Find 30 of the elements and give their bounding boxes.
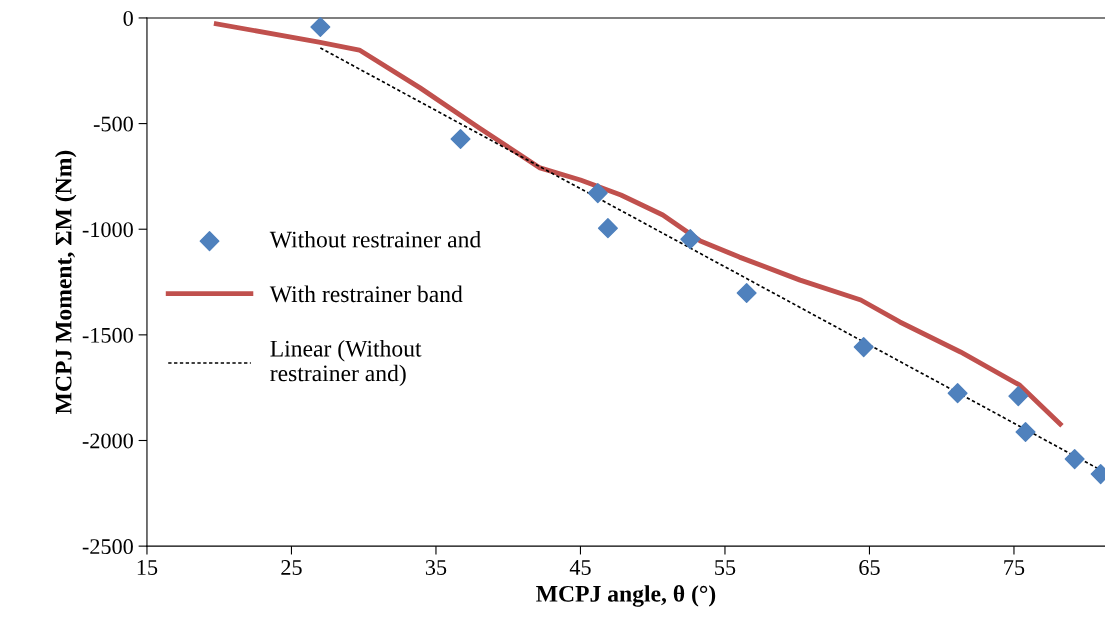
line-series (213, 21, 1063, 427)
y-tick-label: -500 (93, 116, 133, 132)
point (680, 229, 701, 250)
x-axis-title: MCPJ angle, θ (°) (536, 585, 716, 607)
point (1064, 449, 1085, 470)
y-tick-label: -1000 (82, 222, 133, 238)
x-tick-label: 75 (1004, 560, 1025, 575)
legend-label: Linear (Without restrainer and) (270, 340, 422, 387)
x-tick-label: 45 (569, 560, 591, 575)
point (1015, 422, 1036, 443)
y-axis-title: MCPJ Moment, ΣM (Nm) (54, 150, 77, 414)
point (450, 128, 471, 150)
point (947, 383, 968, 404)
legend-label: With restrainer band (269, 285, 463, 303)
legend-label: Without restrainer and (269, 230, 481, 248)
y-tick-label: -2000 (82, 433, 133, 449)
y-tick-label: -1500 (82, 327, 133, 343)
point (736, 283, 757, 304)
point (310, 17, 331, 38)
x-tick-label: 15 (137, 560, 158, 575)
point (587, 183, 608, 204)
point (1008, 386, 1029, 407)
point (597, 218, 618, 239)
x-tick-label: 55 (715, 560, 736, 575)
y-tick-label: -2500 (82, 539, 133, 555)
x-tick-label: 25 (281, 560, 302, 575)
y-tick-label: 0 (123, 10, 133, 26)
x-tick-label: 65 (859, 560, 880, 575)
x-tick-label: 35 (425, 560, 447, 575)
point (853, 337, 874, 358)
